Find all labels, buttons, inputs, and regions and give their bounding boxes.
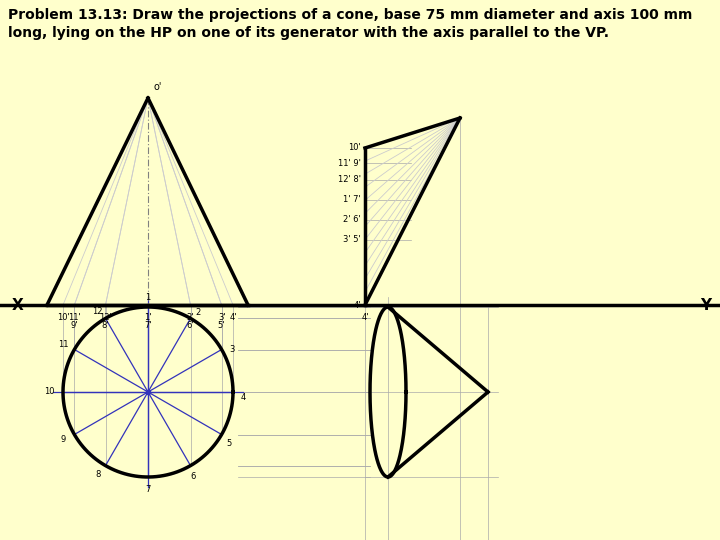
Text: 12': 12' [99, 313, 112, 322]
Text: 2' 6': 2' 6' [343, 215, 361, 225]
Text: 4': 4' [354, 300, 361, 309]
Text: 4': 4' [229, 313, 237, 322]
Text: o': o' [154, 82, 163, 92]
Text: 11' 9': 11' 9' [338, 159, 361, 167]
Text: 8: 8 [96, 470, 102, 479]
Text: 11': 11' [68, 313, 81, 322]
Text: 6': 6' [186, 321, 194, 330]
Text: long, lying on the HP on one of its generator with the axis parallel to the VP.: long, lying on the HP on one of its gene… [8, 26, 609, 40]
Text: 8': 8' [102, 321, 109, 330]
Text: 1' 7': 1' 7' [343, 195, 361, 205]
Text: 10': 10' [348, 144, 361, 152]
Text: 5': 5' [218, 321, 225, 330]
Text: 4': 4' [361, 313, 369, 322]
Text: 7: 7 [145, 484, 150, 494]
Text: 12' 8': 12' 8' [338, 176, 361, 185]
Text: Problem 13.13: Draw the projections of a cone, base 75 mm diameter and axis 100 : Problem 13.13: Draw the projections of a… [8, 8, 693, 22]
Text: 7': 7' [144, 321, 152, 330]
Text: 1': 1' [144, 313, 152, 322]
Text: 5: 5 [226, 439, 231, 448]
Text: 3': 3' [217, 313, 225, 322]
Text: 10': 10' [57, 313, 69, 322]
Text: 4: 4 [240, 393, 246, 402]
Text: 12: 12 [92, 307, 103, 316]
Text: 9': 9' [71, 321, 78, 330]
Text: 1: 1 [145, 294, 150, 302]
Text: 3: 3 [229, 345, 234, 354]
Text: 9: 9 [60, 435, 66, 444]
Text: 11: 11 [58, 340, 68, 349]
Text: 2': 2' [186, 313, 194, 322]
Text: 6: 6 [191, 472, 196, 481]
Text: 3' 5': 3' 5' [343, 235, 361, 245]
Text: Y: Y [701, 298, 711, 313]
Text: 10: 10 [44, 388, 54, 396]
Text: 2: 2 [196, 308, 201, 317]
Text: X: X [12, 298, 24, 313]
